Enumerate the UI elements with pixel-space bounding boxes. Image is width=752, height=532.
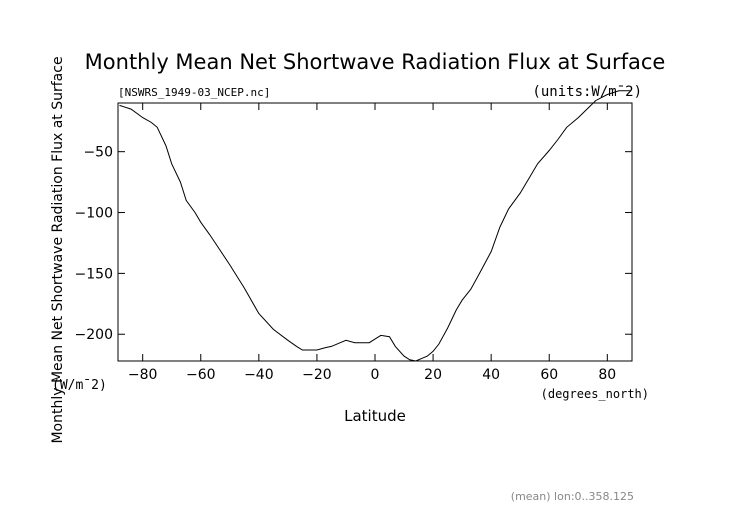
chart-title: Monthly Mean Net Shortwave Radiation Flu… [85,50,666,74]
y-axis-units: (W/m¯2) [52,378,107,393]
x-axis-label: Latitude [344,407,406,425]
x-axis: −80 −60 −40 −20 0 20 40 60 80 [128,103,616,383]
y-tick-label: −200 [75,327,113,343]
x-axis-units: (degrees_north) [541,387,649,401]
y-tick-label: −50 [83,145,113,161]
x-tick-label: 0 [371,367,380,383]
x-tick-label: 40 [482,367,500,383]
y-axis: −50 −100 −150 −200 [75,145,632,343]
subtitle-source: [NSWRS_1949-03_NCEP.nc] [118,86,270,99]
x-tick-label: 20 [424,367,442,383]
x-tick-label: −80 [128,367,158,383]
x-tick-label: 80 [598,367,616,383]
x-tick-label: −40 [244,367,274,383]
footer-note: (mean) lon:0..358.125 [511,490,634,503]
subtitle-units: (units:W/m¯2) [532,84,642,100]
plot-frame [117,102,633,362]
y-tick-label: −150 [75,266,113,282]
series-layer [119,90,631,362]
y-axis-label: Monthly Mean Net Shortwave Radiation Flu… [50,56,66,443]
x-tick-label: −60 [186,367,216,383]
x-tick-label: 60 [540,367,558,383]
x-tick-label: −20 [302,367,332,383]
series-line [119,90,631,362]
y-tick-label: −100 [75,206,113,222]
